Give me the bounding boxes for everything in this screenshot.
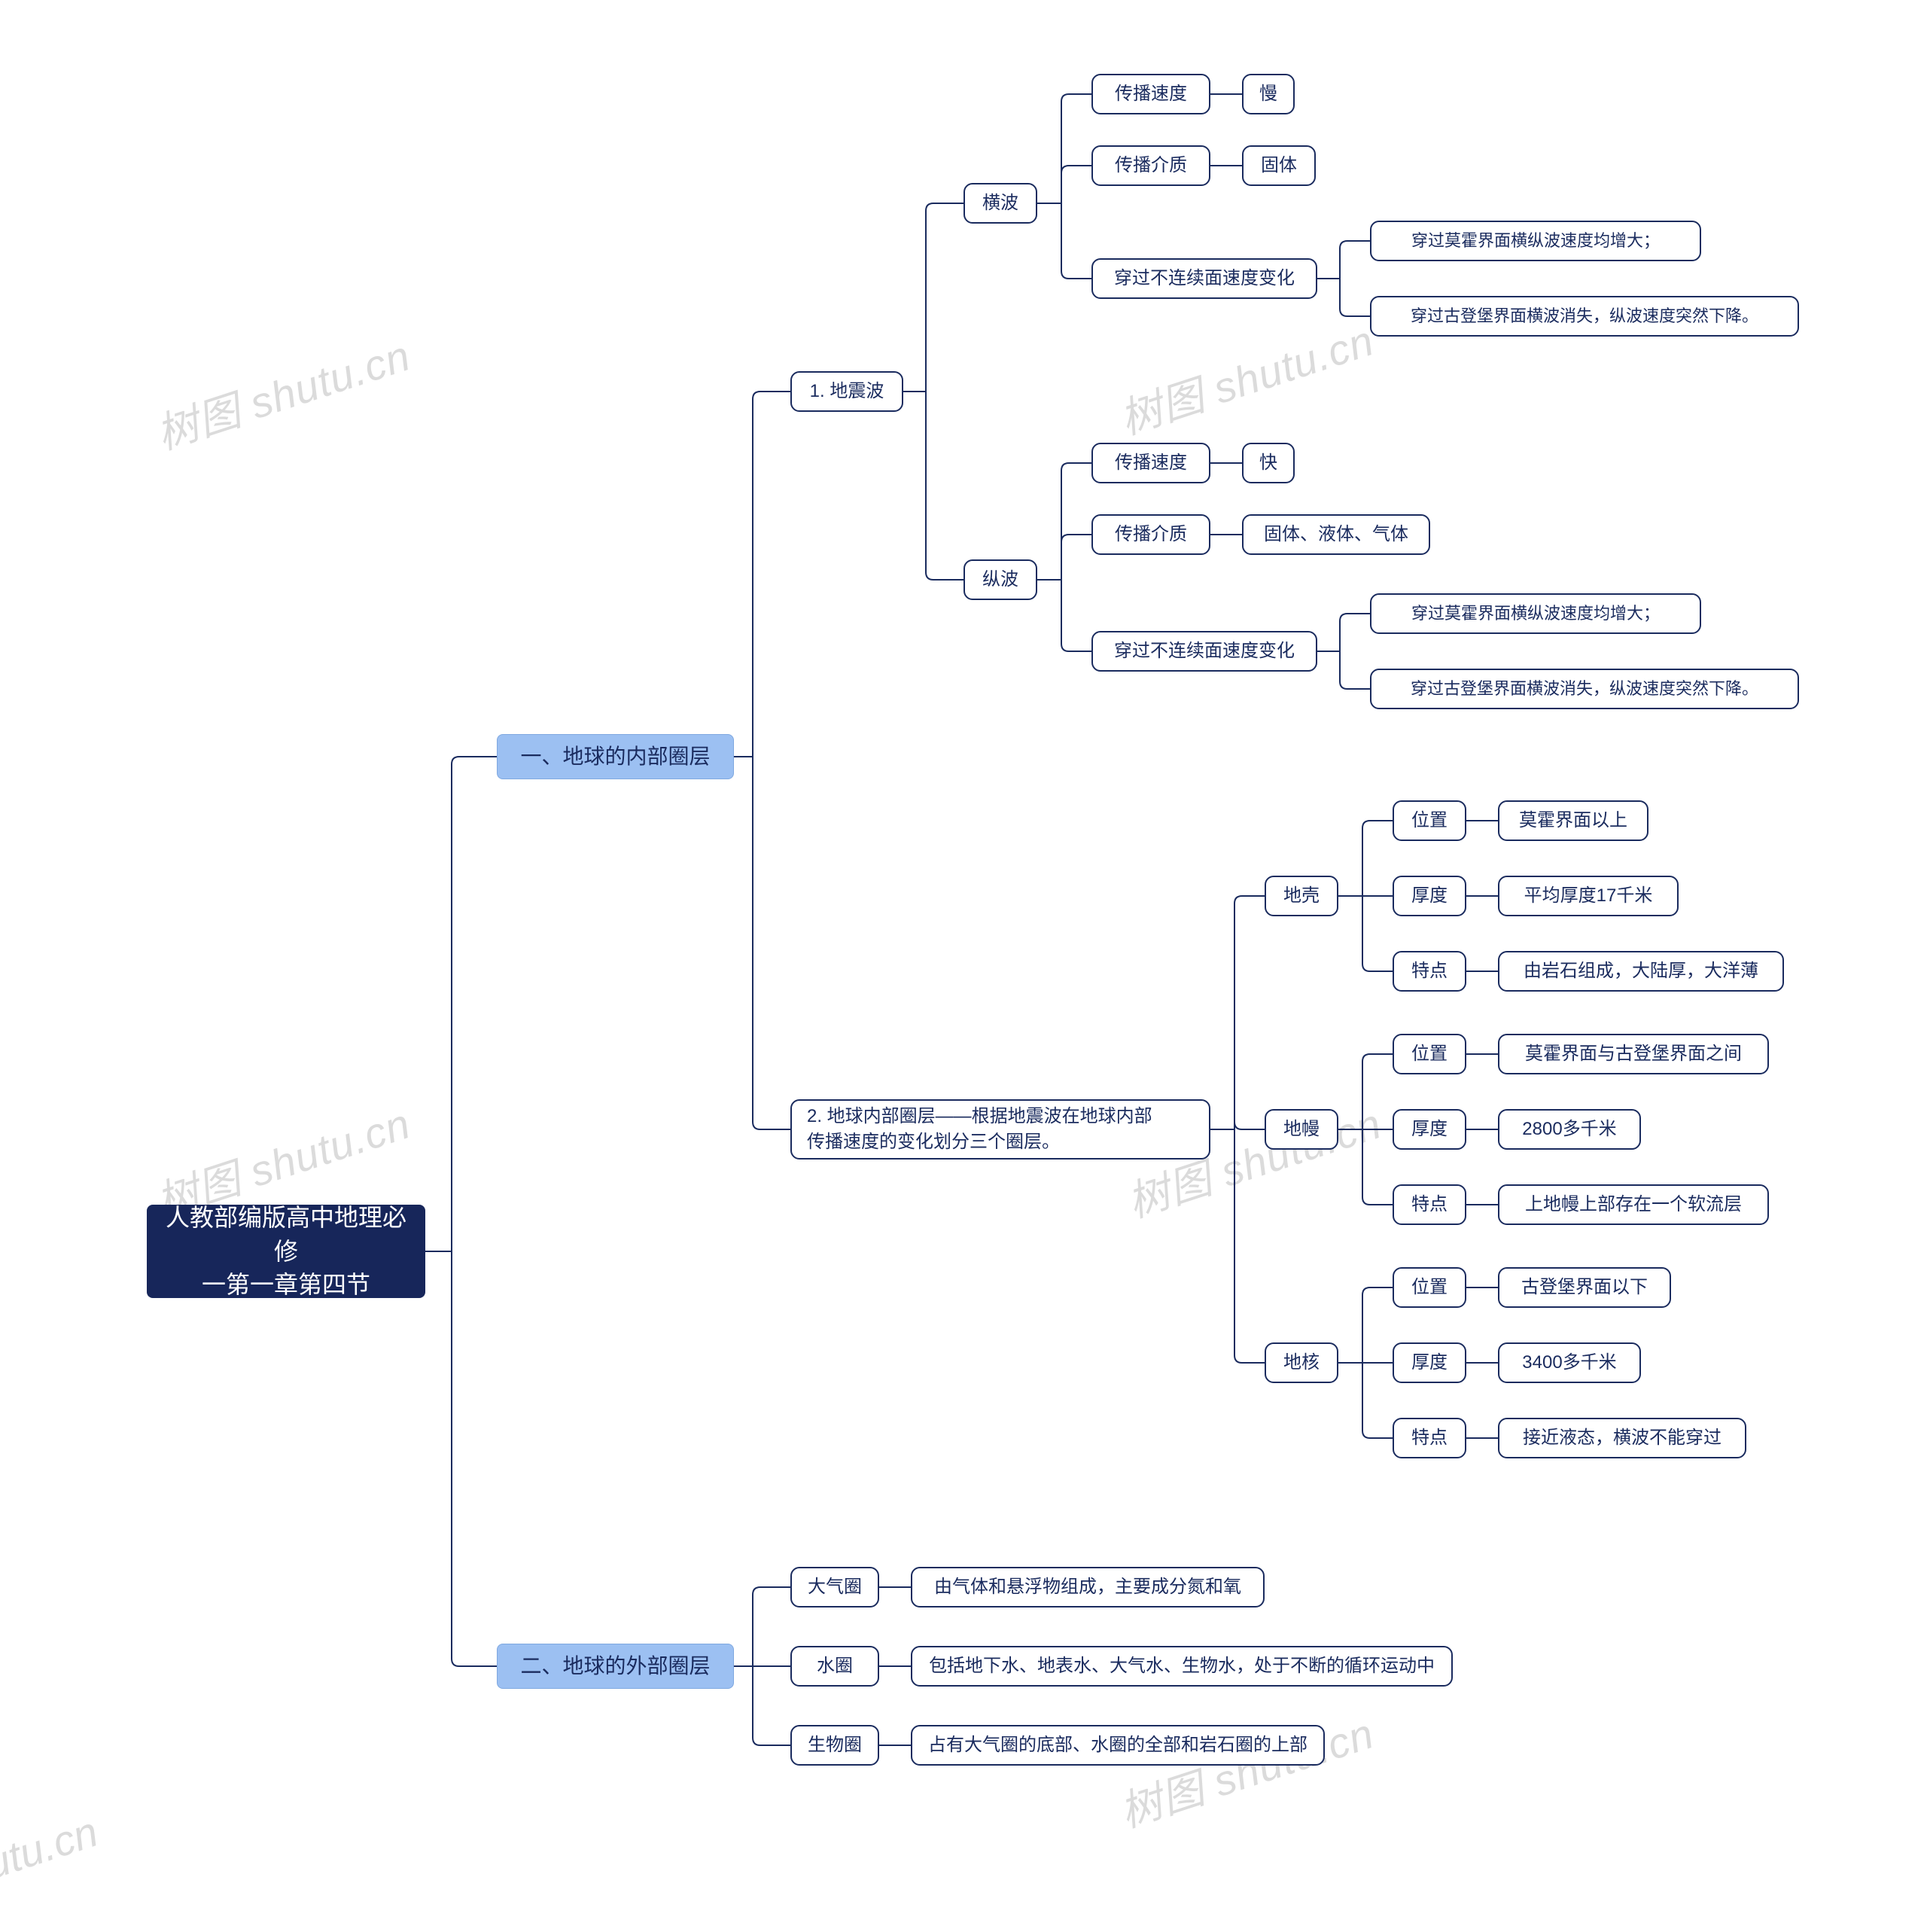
section-internal-layers[interactable]: 一、地球的内部圈层 xyxy=(497,734,734,779)
node-twave-change-label: 穿过不连续面速度变化 xyxy=(1091,258,1317,299)
node-mantle-feat-val: 上地幔上部存在一个软流层 xyxy=(1498,1184,1769,1225)
watermark: 树图 shutu.cn xyxy=(148,322,417,462)
node-atmosphere-desc: 由气体和悬浮物组成，主要成分氮和氧 xyxy=(911,1567,1265,1607)
watermark: 图 shutu.cn xyxy=(0,1798,105,1922)
node-mantle-feat-label: 特点 xyxy=(1393,1184,1466,1225)
node-internal-layers[interactable]: 2. 地球内部圈层——根据地震波在地球内部 传播速度的变化划分三个圈层。 xyxy=(790,1099,1210,1160)
node-mantle-thick-label: 厚度 xyxy=(1393,1109,1466,1150)
node-seismic-wave[interactable]: 1. 地震波 xyxy=(790,371,903,412)
node-mantle[interactable]: 地幔 xyxy=(1265,1109,1338,1150)
node-longitudinal-wave[interactable]: 纵波 xyxy=(964,559,1037,600)
node-core-thick-label: 厚度 xyxy=(1393,1342,1466,1383)
node-crust-feat-label: 特点 xyxy=(1393,951,1466,992)
node-core[interactable]: 地核 xyxy=(1265,1342,1338,1383)
node-crust[interactable]: 地壳 xyxy=(1265,876,1338,916)
node-core-feat-val: 接近液态，横波不能穿过 xyxy=(1498,1418,1746,1458)
node-lwave-medium-val: 固体、液体、气体 xyxy=(1242,514,1430,555)
node-transverse-wave[interactable]: 横波 xyxy=(964,183,1037,224)
node-core-pos-label: 位置 xyxy=(1393,1267,1466,1308)
node-crust-pos-label: 位置 xyxy=(1393,800,1466,841)
node-atmosphere[interactable]: 大气圈 xyxy=(790,1567,879,1607)
node-hydrosphere-desc: 包括地下水、地表水、大气水、生物水，处于不断的循环运动中 xyxy=(911,1646,1453,1687)
node-lwave-speed-val: 快 xyxy=(1242,443,1295,483)
node-twave-speed-label: 传播速度 xyxy=(1091,74,1210,114)
node-twave-change-1: 穿过莫霍界面横纵波速度均增大； xyxy=(1370,221,1701,261)
node-core-feat-label: 特点 xyxy=(1393,1418,1466,1458)
node-core-thick-val: 3400多千米 xyxy=(1498,1342,1641,1383)
node-hydrosphere[interactable]: 水圈 xyxy=(790,1646,879,1687)
node-twave-medium-label: 传播介质 xyxy=(1091,145,1210,186)
node-core-pos-val: 古登堡界面以下 xyxy=(1498,1267,1671,1308)
node-crust-feat-val: 由岩石组成，大陆厚，大洋薄 xyxy=(1498,951,1784,992)
node-lwave-speed-label: 传播速度 xyxy=(1091,443,1210,483)
node-crust-thick-val: 平均厚度17千米 xyxy=(1498,876,1679,916)
node-twave-medium-val: 固体 xyxy=(1242,145,1316,186)
node-mantle-thick-val: 2800多千米 xyxy=(1498,1109,1641,1150)
node-biosphere[interactable]: 生物圈 xyxy=(790,1725,879,1766)
node-mantle-pos-val: 莫霍界面与古登堡界面之间 xyxy=(1498,1034,1769,1074)
node-lwave-change-1: 穿过莫霍界面横纵波速度均增大； xyxy=(1370,593,1701,634)
node-twave-change-2: 穿过古登堡界面横波消失，纵波速度突然下降。 xyxy=(1370,296,1799,337)
node-mantle-pos-label: 位置 xyxy=(1393,1034,1466,1074)
node-lwave-change-label: 穿过不连续面速度变化 xyxy=(1091,631,1317,672)
watermark: 树图 shutu.cn xyxy=(1111,307,1381,446)
node-lwave-medium-label: 传播介质 xyxy=(1091,514,1210,555)
node-biosphere-desc: 占有大气圈的底部、水圈的全部和岩石圈的上部 xyxy=(911,1725,1325,1766)
watermark: 树图 shutu.cn xyxy=(1111,1700,1381,1839)
root-node[interactable]: 人教部编版高中地理必修 一第一章第四节 xyxy=(147,1205,425,1298)
node-crust-pos-val: 莫霍界面以上 xyxy=(1498,800,1648,841)
section-external-layers[interactable]: 二、地球的外部圈层 xyxy=(497,1644,734,1689)
node-twave-speed-val: 慢 xyxy=(1242,74,1295,114)
node-crust-thick-label: 厚度 xyxy=(1393,876,1466,916)
node-lwave-change-2: 穿过古登堡界面横波消失，纵波速度突然下降。 xyxy=(1370,669,1799,709)
